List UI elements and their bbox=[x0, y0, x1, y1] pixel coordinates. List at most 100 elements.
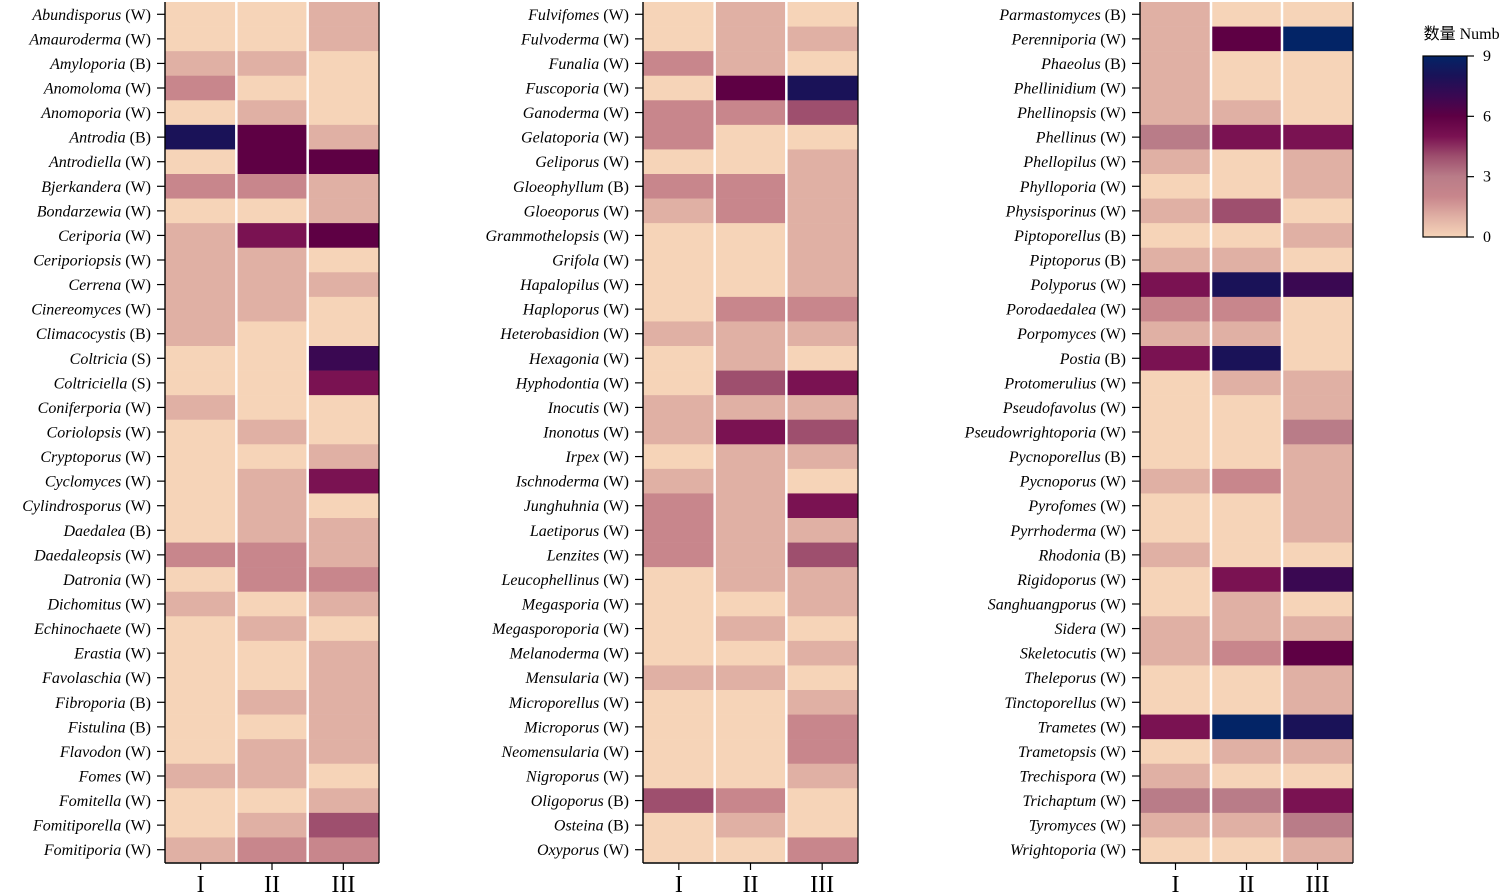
decay-type: (W) bbox=[1096, 744, 1126, 761]
row-label: Rigidoporus (W) bbox=[1016, 572, 1126, 589]
row-label: Coltriciella (S) bbox=[54, 375, 151, 392]
heatmap-cell bbox=[1140, 493, 1211, 519]
heatmap-cell bbox=[236, 468, 308, 494]
heatmap-cell bbox=[307, 542, 379, 568]
genus-name: Hyphodontia bbox=[515, 375, 600, 392]
row-label: Ischnoderma (W) bbox=[515, 474, 629, 491]
genus-name: Osteina bbox=[554, 818, 604, 835]
heatmap-cell bbox=[1282, 419, 1353, 445]
heatmap-cell bbox=[1140, 75, 1211, 101]
heatmap-cell bbox=[786, 51, 858, 77]
heatmap-panel: Fulvifomes (W)Fulvoderma (W)Funalia (W)F… bbox=[485, 2, 859, 895]
heatmap-cell bbox=[1211, 640, 1282, 666]
decay-type: (W) bbox=[121, 7, 151, 24]
heatmap-cell bbox=[1282, 788, 1353, 814]
heatmap-cell bbox=[1211, 616, 1282, 642]
row-label: Daedalea (B) bbox=[62, 523, 151, 540]
row-label: Ceriporiopsis (W) bbox=[33, 253, 151, 270]
decay-type: (W) bbox=[599, 326, 629, 343]
row-label: Oxyporus (W) bbox=[537, 842, 629, 859]
decay-type: (W) bbox=[121, 154, 151, 171]
genus-name: Geliporus bbox=[535, 154, 599, 171]
genus-name: Dichomitus bbox=[46, 597, 121, 614]
decay-type: (W) bbox=[1096, 793, 1126, 810]
genus-name: Piptoporus bbox=[1029, 253, 1101, 270]
heatmap-cell bbox=[1282, 100, 1353, 126]
colorbar-tick-label: 9 bbox=[1483, 48, 1491, 65]
genus-name: Leucophellinus bbox=[500, 572, 599, 589]
row-label: Grifola (W) bbox=[552, 253, 629, 270]
heatmap-cell bbox=[165, 100, 237, 126]
heatmap-cell bbox=[1211, 395, 1282, 421]
decay-type: (W) bbox=[121, 646, 151, 663]
heatmap-cell bbox=[714, 616, 787, 642]
heatmap-cell bbox=[1211, 26, 1282, 52]
row-label: Neomensularia (W) bbox=[500, 744, 629, 761]
decay-type: (W) bbox=[121, 547, 151, 564]
genus-name: Parmastomyces bbox=[998, 7, 1100, 24]
row-label: Ceriporia (W) bbox=[58, 228, 151, 245]
decay-type: (W) bbox=[121, 842, 151, 859]
genus-name: Haploporus bbox=[522, 302, 599, 319]
genus-name: Hapalopilus bbox=[519, 277, 599, 294]
heatmap-cell bbox=[786, 812, 858, 838]
heatmap-cell bbox=[165, 395, 237, 421]
x-tick-label: I bbox=[675, 872, 683, 895]
genus-name: Melanoderma bbox=[508, 646, 599, 663]
row-label: Parmastomyces (B) bbox=[998, 7, 1126, 24]
genus-name: Irpex bbox=[564, 449, 599, 466]
genus-name: Rigidoporus bbox=[1016, 572, 1096, 589]
row-label: Pycnoporellus (B) bbox=[1008, 449, 1126, 466]
genus-name: Daedalea bbox=[62, 523, 125, 540]
row-label: Anomoporia (W) bbox=[40, 105, 151, 122]
heatmap-cell bbox=[236, 444, 308, 470]
genus-name: Antrodiella bbox=[48, 154, 121, 171]
heatmap-cell bbox=[643, 346, 715, 371]
row-label: Oligoporus (B) bbox=[531, 793, 629, 810]
heatmap-cell bbox=[236, 616, 308, 642]
heatmap-cell bbox=[236, 174, 308, 199]
heatmap-cell bbox=[236, 2, 308, 27]
heatmap-cell bbox=[1282, 174, 1353, 199]
heatmap-cell bbox=[165, 542, 237, 568]
heatmap-cell bbox=[786, 567, 858, 593]
heatmap-cell bbox=[1211, 2, 1282, 27]
decay-type: (W) bbox=[121, 498, 151, 515]
genus-name: Anomoporia bbox=[40, 105, 121, 122]
decay-type: (W) bbox=[599, 154, 629, 171]
decay-type: (W) bbox=[599, 572, 629, 589]
row-label: Laetiporus (W) bbox=[529, 523, 629, 540]
decay-type: (W) bbox=[121, 400, 151, 417]
heatmap-cell bbox=[307, 51, 379, 77]
heatmap-cell bbox=[1211, 788, 1282, 814]
row-label: Pycnoporus (W) bbox=[1019, 474, 1126, 491]
heatmap-cell bbox=[714, 665, 787, 691]
heatmap-cell bbox=[1282, 370, 1353, 396]
heatmap-cell bbox=[307, 321, 379, 347]
decay-type: (W) bbox=[121, 179, 151, 196]
heatmap-cell bbox=[165, 788, 237, 814]
heatmap-cell bbox=[786, 2, 858, 27]
heatmap-cell bbox=[643, 591, 715, 617]
decay-type: (W) bbox=[599, 7, 629, 24]
genus-name: Inocutis bbox=[547, 400, 600, 417]
heatmap-cell bbox=[1140, 518, 1211, 543]
heatmap-cell bbox=[165, 763, 237, 789]
row-label: Cyclomyces (W) bbox=[45, 474, 151, 491]
genus-name: Coniferporia bbox=[38, 400, 122, 417]
heatmap-cell bbox=[236, 837, 308, 863]
heatmap-cell bbox=[1282, 124, 1353, 150]
heatmap-cell bbox=[786, 763, 858, 789]
heatmap-cell bbox=[1211, 837, 1282, 863]
heatmap-cell bbox=[714, 198, 787, 224]
genus-name: Flavodon bbox=[59, 744, 121, 761]
genus-name: Phellinopsis bbox=[1016, 105, 1096, 122]
decay-type: (W) bbox=[599, 253, 629, 270]
genus-name: Oligoporus bbox=[531, 793, 604, 810]
heatmap-cell bbox=[1140, 26, 1211, 52]
heatmap-cell bbox=[1211, 812, 1282, 838]
x-tick-label: III bbox=[1306, 872, 1330, 895]
heatmap-cell bbox=[307, 419, 379, 445]
row-label: Fomitiporella (W) bbox=[32, 818, 151, 835]
heatmap-cell bbox=[786, 223, 858, 249]
